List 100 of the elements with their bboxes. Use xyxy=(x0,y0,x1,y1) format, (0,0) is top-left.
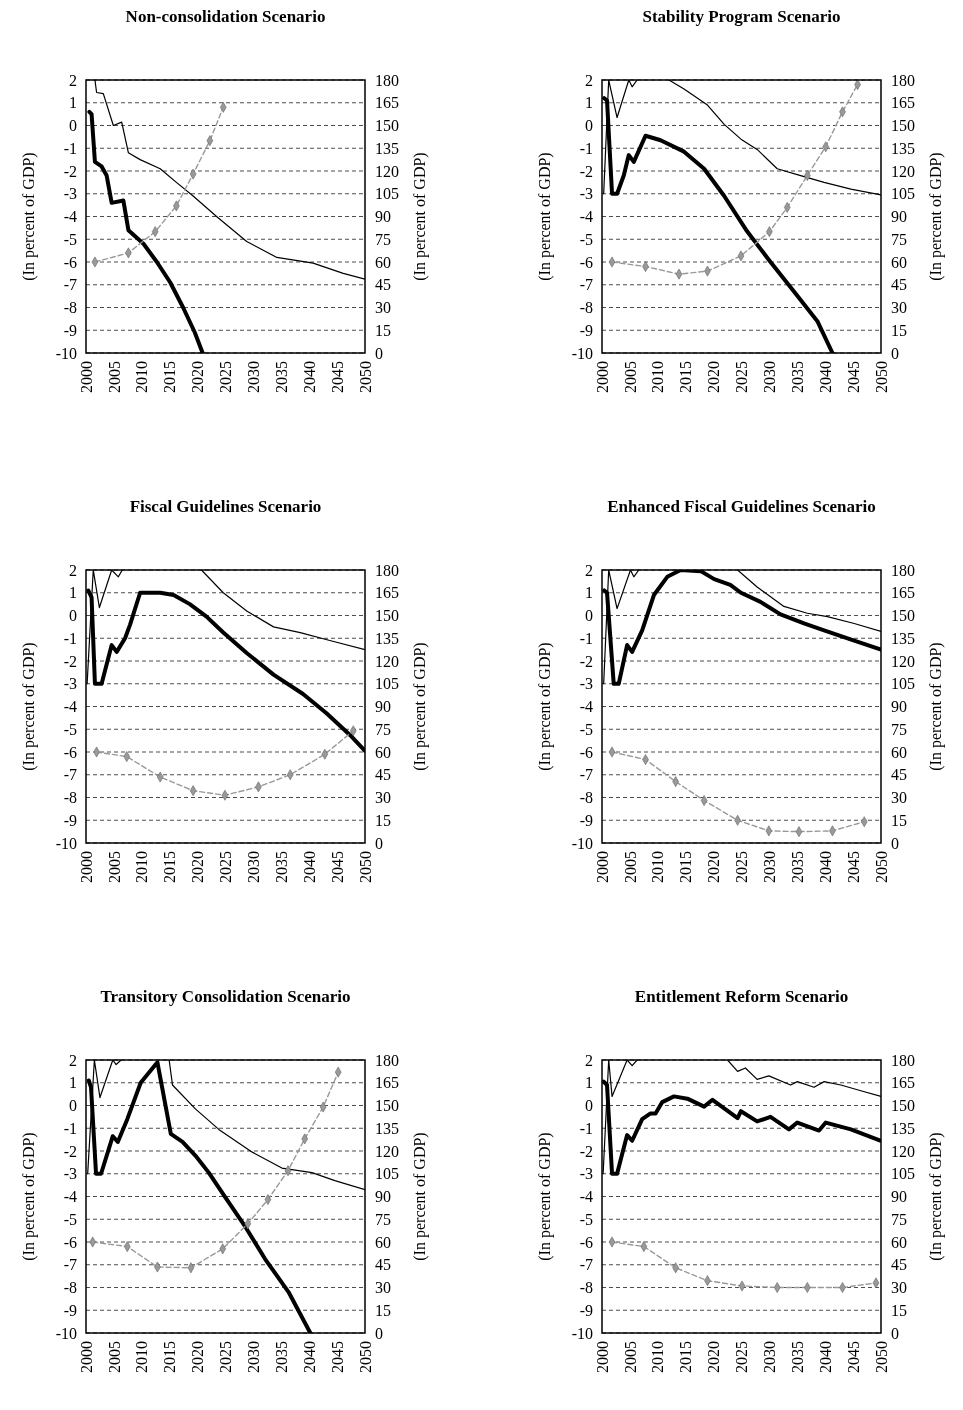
x-tick-label: 2040 xyxy=(300,851,318,883)
y2-tick-label: 90 xyxy=(891,698,907,716)
y2-tick-label: 75 xyxy=(375,230,391,248)
point xyxy=(700,795,708,806)
y2-tick-label: 90 xyxy=(375,698,391,716)
y2-tick-label: 90 xyxy=(375,208,391,226)
point xyxy=(640,1241,648,1252)
y2-tick-label: 45 xyxy=(375,1256,391,1274)
x-tick-label: 2030 xyxy=(245,361,262,393)
x-tick-label: 2005 xyxy=(621,361,639,393)
y-tick-label: -5 xyxy=(579,230,593,248)
y-tick-label: -1 xyxy=(579,629,593,647)
x-tick-label: 2020 xyxy=(189,1341,207,1373)
y2-tick-label: 90 xyxy=(891,1188,907,1206)
y-tick-label: -10 xyxy=(571,1324,593,1342)
y-tick-label: -2 xyxy=(63,1142,77,1160)
y2-tick-label: 120 xyxy=(375,1142,399,1160)
y2-tick-label: 0 xyxy=(375,1324,383,1342)
x-tick-label: 2015 xyxy=(677,1341,695,1373)
y2-axis-title: (In percent of GDP) xyxy=(411,642,429,771)
x-tick-label: 2045 xyxy=(328,361,346,393)
y2-tick-label: 180 xyxy=(375,71,399,89)
y-tick-label: -8 xyxy=(63,299,77,317)
y2-tick-label: 75 xyxy=(375,720,391,738)
x-tick-label: 2020 xyxy=(705,1341,723,1373)
y-tick-label: -3 xyxy=(63,185,77,203)
y-tick-label: -9 xyxy=(63,811,77,829)
y-tick-label: 1 xyxy=(585,94,593,112)
x-tick-label: 2040 xyxy=(300,1341,318,1373)
y2-tick-label: 75 xyxy=(375,1210,391,1228)
y2-tick-label: 60 xyxy=(891,1233,907,1251)
y2-tick-label: 135 xyxy=(375,139,399,157)
y-tick-label: -4 xyxy=(63,208,77,226)
y-axis-title: (In percent of GDP) xyxy=(536,1132,554,1261)
y2-tick-label: 90 xyxy=(891,208,907,226)
y-tick-label: 2 xyxy=(585,71,593,89)
y2-tick-label: 45 xyxy=(891,276,907,294)
y2-tick-label: 105 xyxy=(375,185,399,203)
y2-tick-label: 165 xyxy=(891,1074,915,1092)
x-tick-label: 2030 xyxy=(245,1341,262,1373)
y-tick-label: -3 xyxy=(579,675,593,693)
x-tick-label: 2015 xyxy=(677,851,695,883)
y2-tick-label: 0 xyxy=(375,344,383,362)
y-tick-label: -4 xyxy=(579,698,593,716)
y-tick-label: -9 xyxy=(63,1301,77,1319)
y-tick-label: -2 xyxy=(63,162,77,180)
y-tick-label: -8 xyxy=(579,299,593,317)
x-tick-label: 2000 xyxy=(593,1341,611,1373)
y-axis-title: (In percent of GDP) xyxy=(536,642,554,771)
x-tick-label: 2045 xyxy=(844,361,862,393)
y2-tick-label: 60 xyxy=(375,743,391,761)
x-tick-label: 2025 xyxy=(733,361,751,393)
y-tick-label: 0 xyxy=(585,607,593,625)
y-tick-label: -4 xyxy=(579,1188,593,1206)
x-tick-label: 2035 xyxy=(272,851,290,883)
y2-tick-label: 135 xyxy=(375,629,399,647)
y2-tick-label: 15 xyxy=(375,1301,391,1319)
y-tick-label: -5 xyxy=(579,1210,593,1228)
y-axis-title: (In percent of GDP) xyxy=(20,152,38,281)
y2-tick-label: 0 xyxy=(891,1324,899,1342)
y2-tick-label: 60 xyxy=(891,743,907,761)
y2-tick-label: 90 xyxy=(375,1188,391,1206)
x-tick-label: 2045 xyxy=(328,851,346,883)
y2-tick-label: 150 xyxy=(375,1097,399,1115)
x-tick-label: 2020 xyxy=(705,361,723,393)
y2-tick-label: 75 xyxy=(891,1210,907,1228)
y-tick-label: -6 xyxy=(579,253,593,271)
y-tick-label: -10 xyxy=(571,344,593,362)
x-tick-label: 2035 xyxy=(788,851,806,883)
x-tick-label: 2025 xyxy=(217,1341,235,1373)
y-tick-label: -1 xyxy=(579,1119,593,1137)
y2-tick-label: 105 xyxy=(375,675,399,693)
y-tick-label: 2 xyxy=(69,1051,77,1069)
y2-tick-label: 120 xyxy=(891,162,915,180)
y2-tick-label: 15 xyxy=(891,811,907,829)
y-tick-label: 2 xyxy=(69,561,77,579)
x-tick-label: 2045 xyxy=(844,851,862,883)
x-tick-label: 2000 xyxy=(593,361,611,393)
x-tick-label: 2015 xyxy=(677,361,695,393)
y2-tick-label: 30 xyxy=(891,1279,907,1297)
y2-tick-label: 150 xyxy=(891,1097,915,1115)
x-tick-label: 2040 xyxy=(816,361,834,393)
x-tick-label: 2050 xyxy=(356,851,374,883)
y2-tick-label: 165 xyxy=(375,94,399,112)
y-tick-label: -2 xyxy=(579,162,593,180)
y-tick-label: -5 xyxy=(63,1210,77,1228)
y2-tick-label: 135 xyxy=(891,139,915,157)
x-tick-label: 2005 xyxy=(621,851,639,883)
x-tick-label: 2020 xyxy=(705,851,723,883)
y2-tick-label: 15 xyxy=(375,811,391,829)
y2-tick-label: 45 xyxy=(891,766,907,784)
y2-tick-label: 150 xyxy=(891,607,915,625)
chart-title: Stability Program Scenario xyxy=(642,7,841,26)
x-tick-label: 2040 xyxy=(816,851,834,883)
x-tick-label: 2015 xyxy=(161,1341,179,1373)
y2-tick-label: 0 xyxy=(891,344,899,362)
y2-tick-label: 105 xyxy=(891,675,915,693)
x-tick-label: 2040 xyxy=(816,1341,834,1373)
y2-tick-label: 30 xyxy=(375,789,391,807)
y-tick-label: 0 xyxy=(585,117,593,135)
